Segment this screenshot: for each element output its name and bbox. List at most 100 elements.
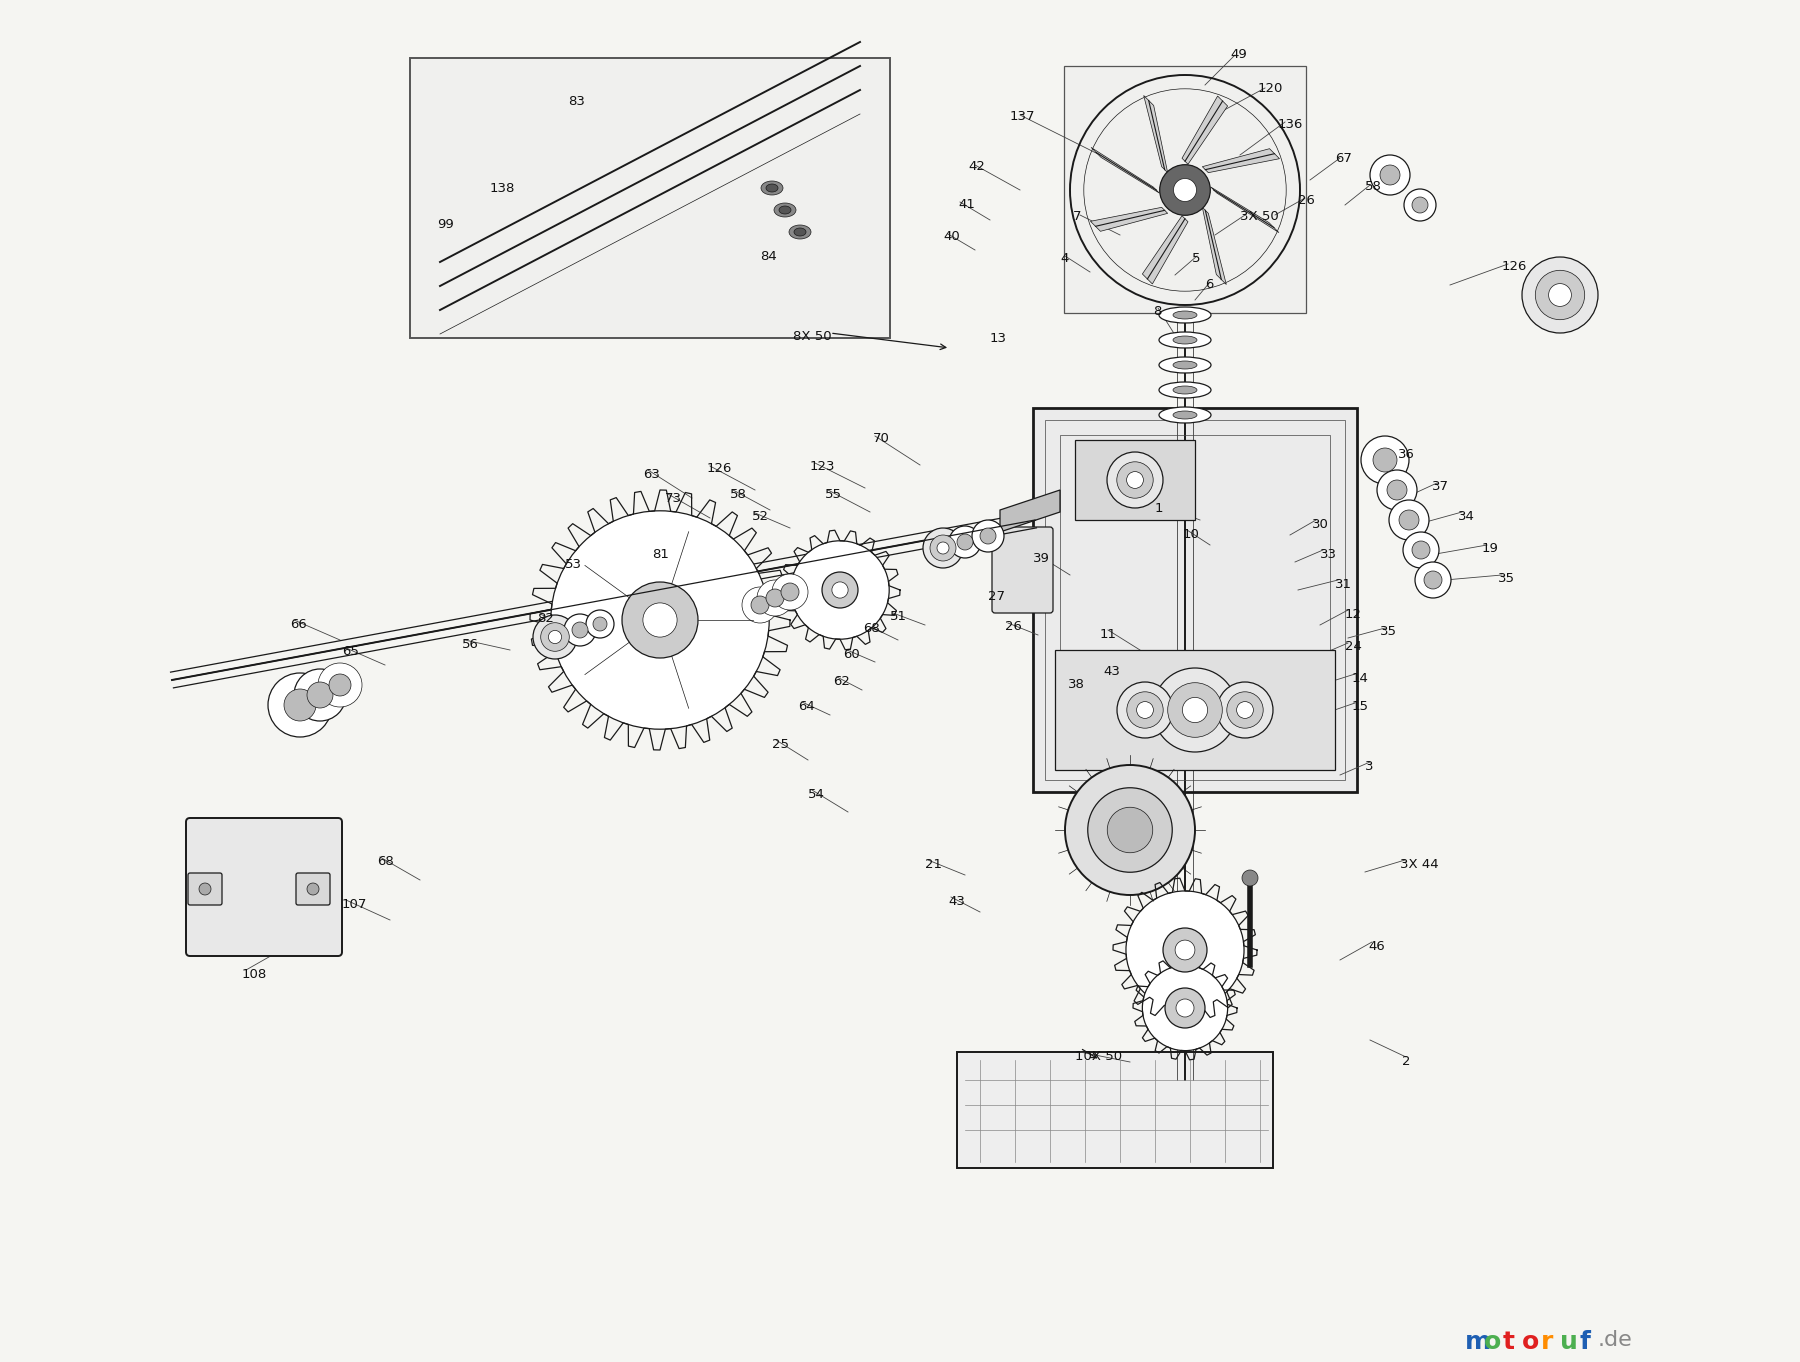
Ellipse shape <box>1159 357 1211 373</box>
Text: 34: 34 <box>1458 509 1474 523</box>
Circle shape <box>1242 870 1258 887</box>
Circle shape <box>1361 436 1409 484</box>
Text: 68: 68 <box>376 855 394 868</box>
Circle shape <box>1402 533 1438 568</box>
Circle shape <box>1159 165 1210 215</box>
Text: 70: 70 <box>873 432 889 445</box>
Circle shape <box>1116 462 1154 498</box>
Circle shape <box>938 542 949 554</box>
Circle shape <box>1399 509 1418 530</box>
Ellipse shape <box>1174 361 1197 369</box>
Polygon shape <box>1091 147 1159 193</box>
Text: 63: 63 <box>643 469 661 481</box>
Text: 7: 7 <box>1073 210 1082 223</box>
Circle shape <box>1228 692 1264 729</box>
Polygon shape <box>1143 215 1188 283</box>
Text: 107: 107 <box>342 898 367 911</box>
Text: 4: 4 <box>1060 252 1069 266</box>
Ellipse shape <box>761 181 783 195</box>
Bar <box>410 59 889 338</box>
Text: 35: 35 <box>1498 572 1516 586</box>
Text: 123: 123 <box>810 460 835 473</box>
Text: 66: 66 <box>290 618 306 631</box>
Circle shape <box>758 580 794 616</box>
Circle shape <box>958 534 974 550</box>
Text: 82: 82 <box>536 612 554 625</box>
Circle shape <box>1127 692 1163 729</box>
Circle shape <box>1424 571 1442 588</box>
Text: 58: 58 <box>1364 180 1382 193</box>
Polygon shape <box>1091 207 1168 232</box>
Text: 19: 19 <box>1481 542 1499 554</box>
FancyBboxPatch shape <box>185 819 342 956</box>
Circle shape <box>293 669 346 720</box>
Circle shape <box>1370 155 1409 195</box>
Circle shape <box>268 673 331 737</box>
Text: 1: 1 <box>1156 503 1163 515</box>
Circle shape <box>1390 500 1429 539</box>
Circle shape <box>308 883 319 895</box>
Circle shape <box>1404 189 1436 221</box>
Circle shape <box>823 572 859 607</box>
Polygon shape <box>1143 95 1168 173</box>
Text: 21: 21 <box>925 858 941 872</box>
Text: 137: 137 <box>1010 110 1035 123</box>
Text: 37: 37 <box>1433 479 1449 493</box>
Circle shape <box>1174 178 1197 202</box>
Text: 15: 15 <box>1352 700 1370 712</box>
FancyBboxPatch shape <box>187 873 221 904</box>
Circle shape <box>1107 808 1152 853</box>
Circle shape <box>1381 165 1400 185</box>
Text: 49: 49 <box>1229 48 1247 61</box>
Text: 65: 65 <box>342 646 358 658</box>
Text: 64: 64 <box>797 700 815 712</box>
Text: m: m <box>1465 1331 1490 1354</box>
Circle shape <box>1066 765 1195 895</box>
Circle shape <box>533 616 578 659</box>
Circle shape <box>551 511 769 729</box>
Circle shape <box>1175 998 1193 1017</box>
Text: 54: 54 <box>808 789 824 801</box>
Text: 14: 14 <box>1352 671 1368 685</box>
Text: .de: .de <box>1598 1331 1633 1350</box>
Circle shape <box>923 528 963 568</box>
Circle shape <box>1087 787 1172 872</box>
Text: 108: 108 <box>241 968 266 981</box>
Text: 31: 31 <box>1336 577 1352 591</box>
Circle shape <box>931 535 956 561</box>
Polygon shape <box>1202 207 1226 285</box>
Bar <box>1060 434 1330 765</box>
Ellipse shape <box>1174 311 1197 319</box>
Circle shape <box>1411 197 1427 212</box>
Text: 3: 3 <box>1364 760 1373 774</box>
Ellipse shape <box>1159 381 1211 398</box>
Circle shape <box>767 588 785 607</box>
Circle shape <box>563 614 596 646</box>
Text: 3X 50: 3X 50 <box>1240 210 1278 223</box>
Text: 138: 138 <box>490 183 515 195</box>
Text: f: f <box>1579 1331 1589 1354</box>
Circle shape <box>1136 701 1154 718</box>
Bar <box>1046 419 1345 780</box>
Ellipse shape <box>1174 385 1197 394</box>
Circle shape <box>1165 987 1204 1028</box>
Circle shape <box>1163 928 1208 972</box>
Circle shape <box>1154 667 1237 752</box>
Text: r: r <box>1541 1331 1553 1354</box>
Ellipse shape <box>779 206 790 214</box>
Text: 136: 136 <box>1278 118 1303 131</box>
Text: 27: 27 <box>988 590 1004 603</box>
Text: 10X 50: 10X 50 <box>1075 1050 1121 1062</box>
Circle shape <box>949 526 981 558</box>
Circle shape <box>200 883 211 895</box>
Circle shape <box>781 583 799 601</box>
Circle shape <box>1377 470 1417 509</box>
Ellipse shape <box>794 227 806 236</box>
Text: o: o <box>1483 1331 1501 1354</box>
Bar <box>1075 440 1195 520</box>
Circle shape <box>1107 452 1163 508</box>
Circle shape <box>1415 563 1451 598</box>
Bar <box>1064 65 1305 313</box>
Text: 46: 46 <box>1368 940 1384 953</box>
FancyBboxPatch shape <box>958 1051 1273 1169</box>
